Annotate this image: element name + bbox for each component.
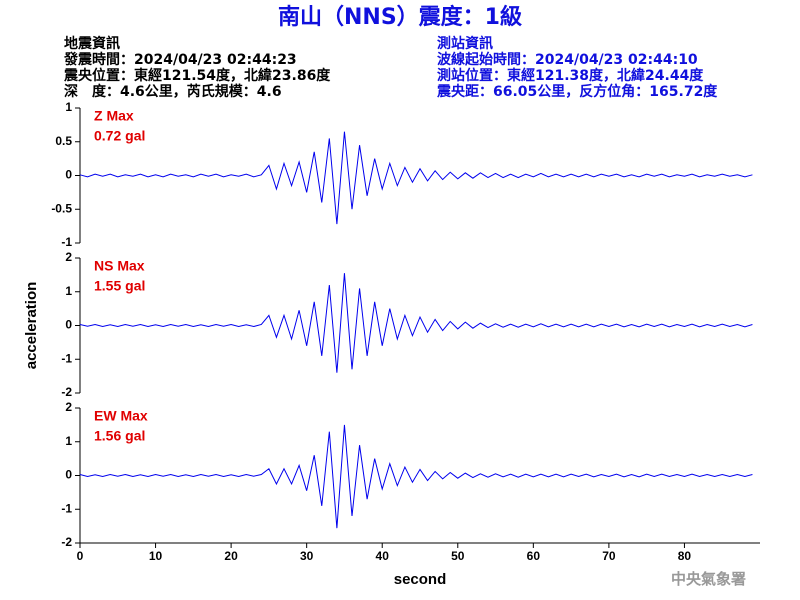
y-tick-label: 1 xyxy=(65,100,72,114)
footer: 中央氣象署 xyxy=(671,570,746,588)
y-tick-label: -2 xyxy=(61,385,72,399)
y-tick-label: -1 xyxy=(61,235,72,249)
waveform xyxy=(79,131,753,225)
x-axis-label: second xyxy=(394,571,447,588)
station-info: 測站資訊 波線起始時間：2024/04/23 02:44:10 測站位置：東經1… xyxy=(436,35,718,100)
info-line: 地震資訊 xyxy=(64,35,120,52)
y-tick-label: -0.5 xyxy=(51,201,72,215)
y-tick-label: 0.5 xyxy=(55,134,72,148)
y-tick-label: 2 xyxy=(65,400,72,414)
annotation: Z Max xyxy=(94,108,134,124)
info-line: 發震時間：2024/04/23 02:44:23 xyxy=(63,51,297,68)
y-axis-label: acceleration xyxy=(23,282,40,370)
y-tick-label: 0 xyxy=(65,318,72,332)
y-tick-label: -1 xyxy=(61,501,72,515)
y-tick-label: 2 xyxy=(65,250,72,264)
x-tick-label: 10 xyxy=(149,549,163,563)
x-tick-label: 70 xyxy=(602,549,616,563)
event-info: 地震資訊 發震時間：2024/04/23 02:44:23 震央位置：東經121… xyxy=(63,35,331,100)
info-line: 測站位置：東經121.38度，北緯24.44度 xyxy=(437,67,704,84)
y-tick-label: -1 xyxy=(61,351,72,365)
info-line: 震央距：66.05公里，反方位角：165.72度 xyxy=(436,83,718,100)
x-tick-label: 0 xyxy=(77,549,84,563)
y-tick-label: 0 xyxy=(65,468,72,482)
x-tick-label: 60 xyxy=(527,549,541,563)
x-tick-label: 50 xyxy=(451,549,465,563)
title: 南山（NNS）震度：1級 xyxy=(278,4,522,30)
x-tick-label: 80 xyxy=(678,549,692,563)
x-tick-label: 30 xyxy=(300,549,314,563)
waveform xyxy=(79,273,753,373)
y-tick-label: 1 xyxy=(65,284,72,298)
annotation: 1.56 gal xyxy=(94,428,145,444)
y-tick-label: 1 xyxy=(65,434,72,448)
info-line: 測站資訊 xyxy=(437,35,493,52)
annotation: 1.55 gal xyxy=(94,278,145,294)
x-tick-label: 20 xyxy=(224,549,238,563)
info-line: 震央位置：東經121.54度，北緯23.86度 xyxy=(63,67,331,84)
y-tick-label: 0 xyxy=(65,168,72,182)
info-line: 波線起始時間：2024/04/23 02:44:10 xyxy=(437,51,698,68)
annotation: 0.72 gal xyxy=(94,128,145,144)
annotation: EW Max xyxy=(94,408,148,424)
waveform xyxy=(79,424,753,529)
annotation: NS Max xyxy=(94,258,145,274)
x-tick-label: 40 xyxy=(376,549,390,563)
y-tick-label: -2 xyxy=(61,535,72,549)
info-line: 深 度：4.6公里，芮氏規模：4.6 xyxy=(64,83,282,100)
